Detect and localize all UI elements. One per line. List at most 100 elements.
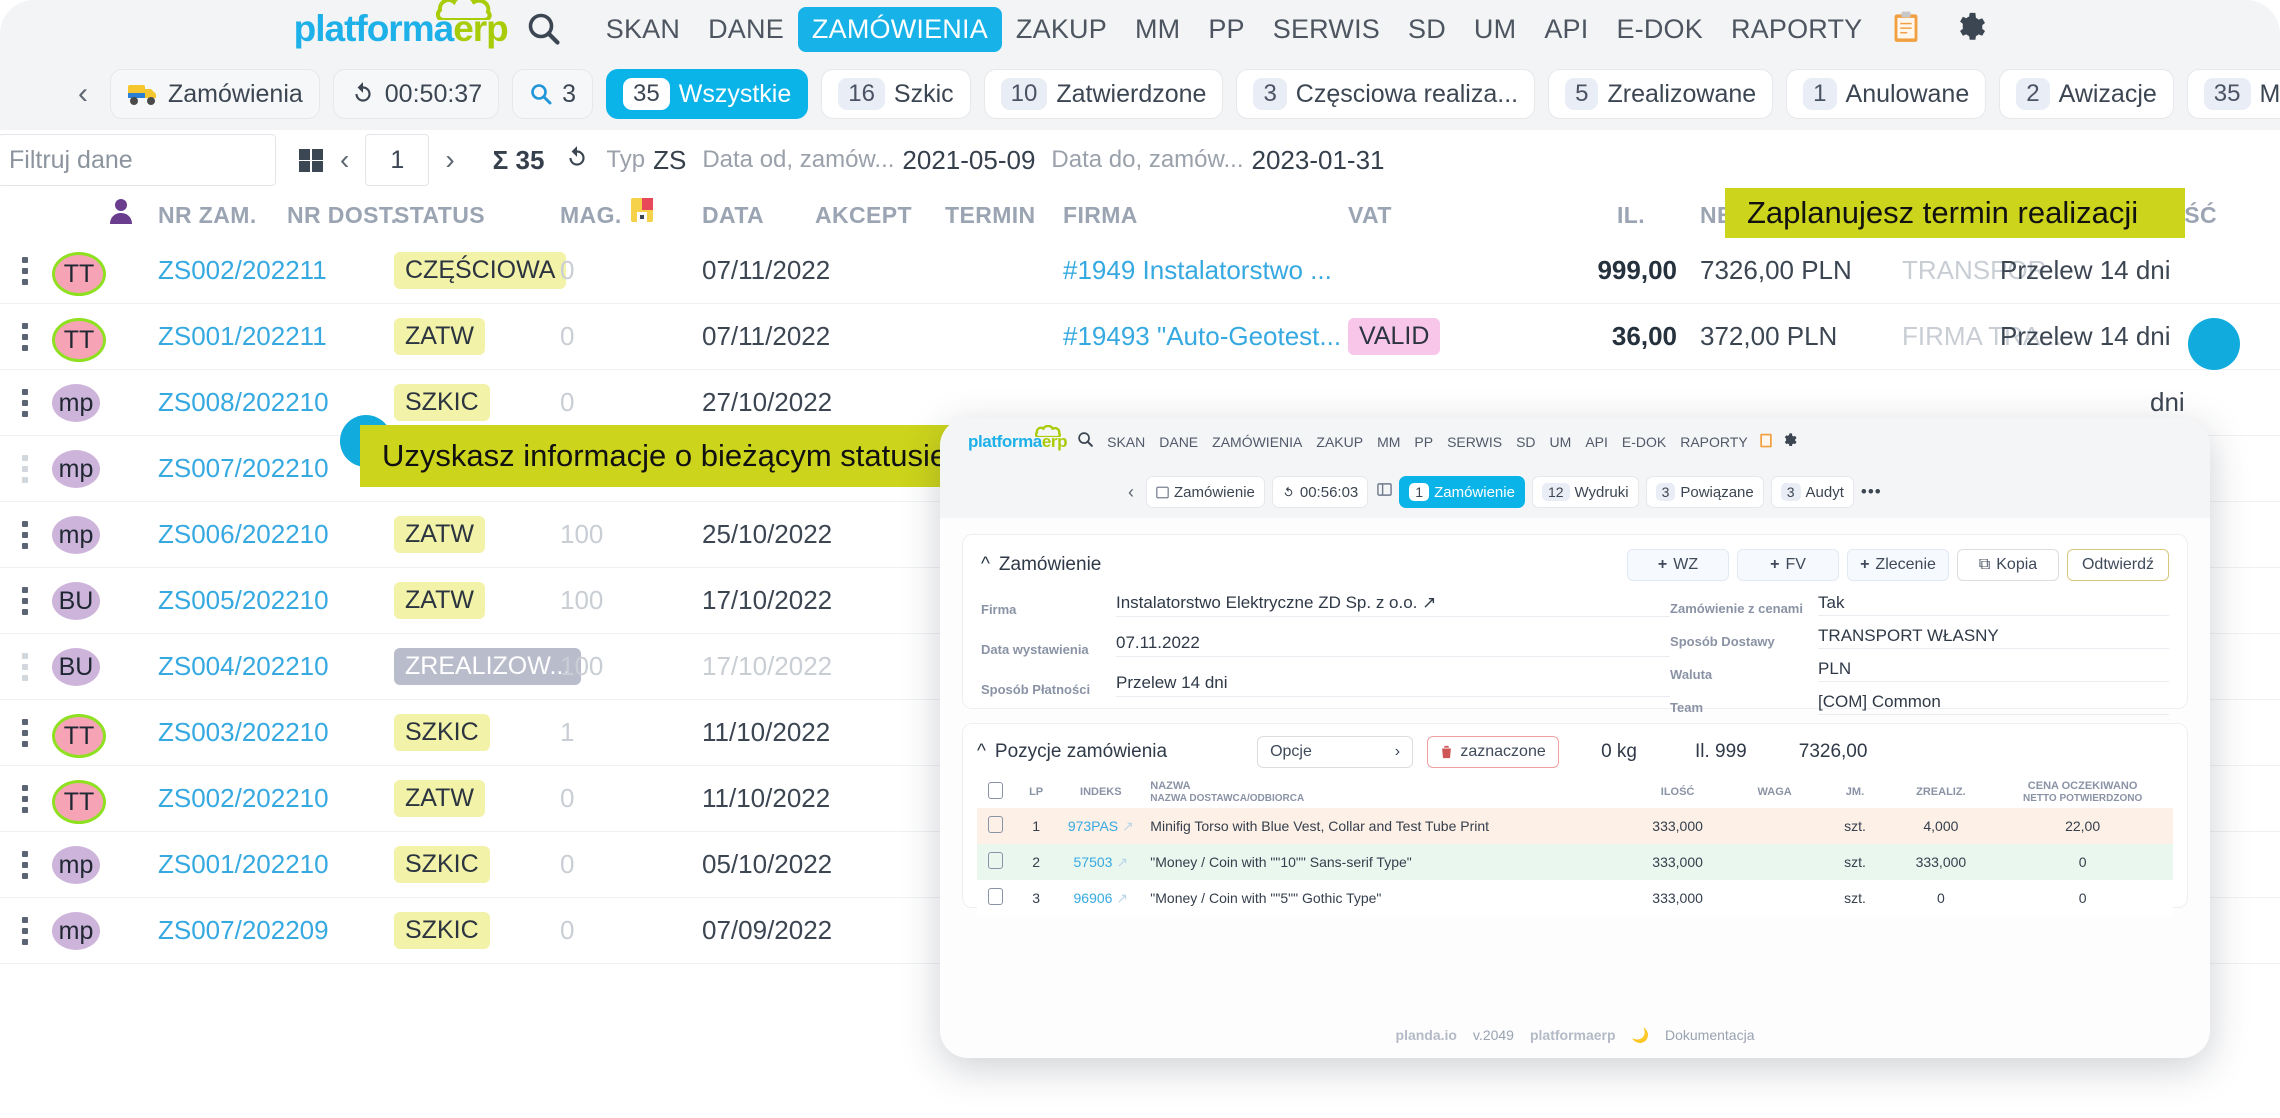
tab-zatwierdzone[interactable]: 10 Zatwierdzone xyxy=(983,69,1224,119)
overlay-back-chevron-icon[interactable]: ‹ xyxy=(1128,481,1134,502)
field-value[interactable]: PLN xyxy=(1818,659,2169,682)
row-menu-icon[interactable] xyxy=(22,455,28,488)
page-number-input[interactable]: 1 xyxy=(365,134,430,186)
order-button-fv[interactable]: + FV xyxy=(1737,549,1839,581)
row-menu-icon[interactable] xyxy=(22,389,28,422)
external-link-icon[interactable]: ↗ xyxy=(1116,853,1129,870)
timer-pill[interactable]: 00:50:37 xyxy=(332,69,500,119)
row-checkbox[interactable] xyxy=(977,844,1015,880)
row-menu-icon[interactable] xyxy=(22,323,28,356)
position-row[interactable]: 2 57503 ↗ "Money / Coin with ""10"" Sans-s… xyxy=(977,844,2173,880)
tab-szkic[interactable]: 16 Szkic xyxy=(821,69,971,119)
row-menu-icon[interactable] xyxy=(22,257,28,290)
refresh-icon[interactable] xyxy=(564,145,590,176)
col-akcept[interactable]: AKCEPT xyxy=(815,202,912,228)
position-row[interactable]: 3 96906 ↗ "Money / Coin with ""5"" Gothic … xyxy=(977,880,2173,916)
field-value[interactable]: Instalatorstwo Elektryczne ZD Sp. z o.o.… xyxy=(1116,593,1671,617)
cell-nr-zam[interactable]: ZS007/202210 xyxy=(158,453,329,483)
table-row[interactable]: TT ZS001/202211 ZATW 0 07/11/2022 #19493 "Aut… xyxy=(0,304,2280,370)
tab-awizacje[interactable]: 2 Awizacje xyxy=(1999,69,2174,119)
cell-nr-zam[interactable]: ZS003/202210 xyxy=(158,717,329,747)
nav-item-raporty[interactable]: RAPORTY xyxy=(1730,13,1863,44)
col-mag[interactable]: MAG. xyxy=(560,202,622,228)
overlay-nav-skan[interactable]: SKAN xyxy=(1107,434,1146,450)
overlay-nav-um[interactable]: UM xyxy=(1549,434,1572,450)
search-count-pill[interactable]: 3 xyxy=(512,69,594,119)
row-menu-icon[interactable] xyxy=(22,719,28,752)
nav-item-zakup[interactable]: ZAKUP xyxy=(1015,13,1107,44)
nav-item-edok[interactable]: E-DOK xyxy=(1616,13,1703,44)
cell-nr-zam[interactable]: ZS002/202211 xyxy=(158,255,327,285)
chevron-up-icon[interactable]: ^ xyxy=(977,741,986,762)
gear-icon[interactable] xyxy=(1952,10,1986,49)
nav-item-pp[interactable]: PP xyxy=(1208,13,1245,44)
overlay-tab-zamowienie[interactable]: 1 Zamówienie xyxy=(1399,476,1525,508)
col-status[interactable]: STATUS xyxy=(394,202,485,228)
prev-page-icon[interactable]: ‹ xyxy=(340,144,350,175)
col-nr-zam[interactable]: NR ZAM. xyxy=(158,202,257,228)
nav-item-serwis[interactable]: SERWIS xyxy=(1272,13,1380,44)
order-button-odtwierdź[interactable]: Odtwierdź xyxy=(2067,549,2169,581)
row-menu-icon[interactable] xyxy=(22,653,28,686)
overlay-module-pill[interactable]: Zamówienie xyxy=(1146,476,1265,508)
overlay-tab-audyt[interactable]: 3 Audyt xyxy=(1770,476,1854,508)
overlay-nav-zamowienia[interactable]: ZAMÓWIENIA xyxy=(1212,434,1303,450)
position-row[interactable]: 1 973PAS ↗ Minifig Torso with Blue Vest, C… xyxy=(977,808,2173,844)
overlay-nav-serwis[interactable]: SERWIS xyxy=(1447,434,1503,450)
overlay-timer-pill[interactable]: 00:56:03 xyxy=(1271,476,1369,508)
options-button[interactable]: Opcje › xyxy=(1257,736,1414,768)
cell-nr-zam[interactable]: ZS004/202210 xyxy=(158,651,329,681)
field-value[interactable]: [COM] Common xyxy=(1818,692,2169,715)
search-icon[interactable] xyxy=(526,11,562,47)
nav-item-sd[interactable]: SD xyxy=(1408,13,1446,44)
order-button-wz[interactable]: + WZ xyxy=(1627,549,1729,581)
tab-map[interactable]: 35 Map xyxy=(2186,69,2280,119)
external-link-icon[interactable]: ↗ xyxy=(1122,817,1134,834)
overlay-nav-pp[interactable]: PP xyxy=(1414,434,1434,450)
nav-item-mm[interactable]: MM xyxy=(1134,13,1181,44)
footer-docs-link[interactable]: Dokumentacja xyxy=(1664,1027,1755,1043)
gear-icon[interactable] xyxy=(1781,432,1797,453)
grid-view-icon[interactable] xyxy=(298,148,324,173)
order-button-kopia[interactable]: ⧉ Kopia xyxy=(1957,549,2059,581)
row-menu-icon[interactable] xyxy=(22,785,28,818)
chevron-up-icon[interactable]: ^ xyxy=(981,554,990,575)
clipboard-icon[interactable] xyxy=(1759,432,1773,453)
platformaerp-logo[interactable]: platforma erp xyxy=(294,0,509,50)
cell-nr-zam[interactable]: ZS006/202210 xyxy=(158,519,329,549)
search-icon[interactable] xyxy=(1077,431,1094,453)
field-value[interactable]: TRANSPORT WŁASNY xyxy=(1818,626,2169,649)
tab-zrealizowane[interactable]: 5 Zrealizowane xyxy=(1548,69,1774,119)
col-vat[interactable]: VAT xyxy=(1348,202,1392,228)
col-termin[interactable]: TERMIN xyxy=(945,202,1036,228)
panel-icon[interactable] xyxy=(1377,482,1393,502)
nav-item-um[interactable]: UM xyxy=(1473,13,1517,44)
external-link-icon[interactable]: ↗ xyxy=(1116,889,1129,906)
cell-nr-zam[interactable]: ZS002/202210 xyxy=(158,783,329,813)
row-menu-icon[interactable] xyxy=(22,521,28,554)
cell-firma[interactable]: #19493 "Auto-Geotest... xyxy=(1063,321,1342,351)
moon-icon[interactable]: 🌙 xyxy=(1631,1026,1649,1043)
col-firma[interactable]: FIRMA xyxy=(1063,202,1138,228)
overlay-nav-sd[interactable]: SD xyxy=(1516,434,1536,450)
overlay-logo[interactable]: platformaerp xyxy=(968,425,1068,452)
overlay-nav-mm[interactable]: MM xyxy=(1377,434,1401,450)
cell-nr-zam[interactable]: ZS001/202210 xyxy=(158,849,329,879)
col-il[interactable]: IL. xyxy=(1617,202,1646,228)
field-value[interactable]: 07.11.2022 xyxy=(1116,633,1671,657)
nav-item-zamowienia[interactable]: ZAMÓWIENIA xyxy=(797,6,1002,52)
select-all-checkbox[interactable] xyxy=(977,776,1015,808)
overlay-nav-raporty[interactable]: RAPORTY xyxy=(1680,434,1748,450)
field-value[interactable]: Tak xyxy=(1818,593,2169,616)
filter-date-from-value[interactable]: 2021-05-09 xyxy=(902,144,1036,175)
overlay-nav-api[interactable]: API xyxy=(1585,434,1608,450)
delete-selected-button[interactable]: zaznaczone xyxy=(1427,736,1560,768)
tab-czesciowa-realizacja[interactable]: 3 Częsciowa realiza... xyxy=(1236,69,1536,119)
cell-indeks[interactable]: 96906 ↗ xyxy=(1073,889,1129,906)
back-chevron-icon[interactable]: ‹ xyxy=(78,77,88,110)
cell-nr-zam[interactable]: ZS007/202209 xyxy=(158,915,329,945)
row-checkbox[interactable] xyxy=(977,808,1015,844)
module-pill-zamowienia[interactable]: Zamówienia xyxy=(110,69,320,119)
col-data[interactable]: DATA xyxy=(702,202,765,228)
row-menu-icon[interactable] xyxy=(22,917,28,950)
